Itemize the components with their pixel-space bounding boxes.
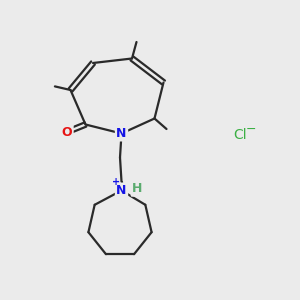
Text: H: H [132,182,142,196]
Text: Cl: Cl [233,128,247,142]
Text: +: + [112,177,120,187]
Text: N: N [116,184,127,197]
Text: O: O [61,125,72,139]
Text: −: − [246,122,257,136]
Text: N: N [116,127,127,140]
